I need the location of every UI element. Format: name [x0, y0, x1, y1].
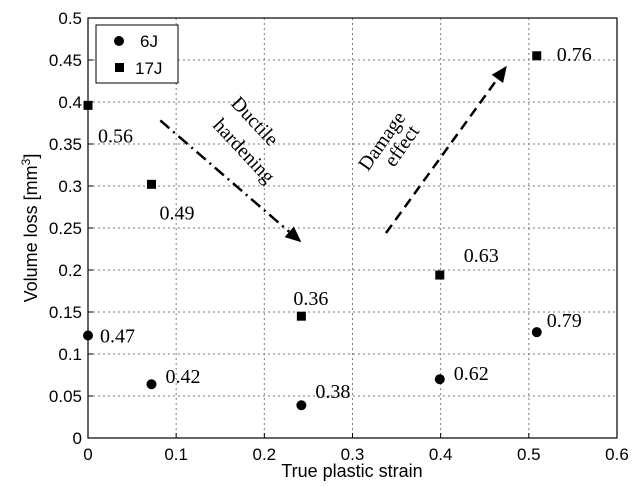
y-tick-label: 0.4	[58, 93, 82, 112]
data-label-6j: 0.79	[547, 310, 582, 332]
point-6j	[434, 374, 445, 385]
data-label-6j: 0.38	[315, 381, 350, 403]
point-17j	[435, 270, 445, 280]
y-tick-label: 0.25	[49, 219, 82, 238]
arrow-head-damage	[491, 65, 507, 83]
x-tick-label: 0	[83, 445, 92, 464]
point-17j	[146, 179, 156, 189]
y-axis-label-group: Volume loss [mm3]	[19, 154, 41, 303]
tick-labels: 0 0.1 0.2 0.3 0.4 0.5 0.6 0 0.05 0.1 0.15 0.2 0.25 0.…	[49, 9, 629, 464]
y-tick-label: 0.3	[58, 177, 82, 196]
y-tick-label: 0.2	[58, 261, 82, 280]
annotation-arrows	[159, 65, 507, 243]
y-axis-label: Volume loss [mm3]	[19, 154, 41, 303]
point-6j	[146, 379, 157, 390]
y-axis-label-sup: 3	[19, 158, 33, 165]
x-tick-label: 0.6	[605, 445, 629, 464]
legend-label-6j: 6J	[140, 32, 158, 51]
arrow-head-ductile	[284, 226, 302, 243]
plot-frame	[87, 17, 618, 439]
point-17j	[532, 51, 542, 61]
x-tick-label: 0.1	[164, 445, 188, 464]
arrow-shaft-ductile	[159, 119, 291, 233]
data-label-17j: 0.63	[464, 245, 499, 267]
legend-box	[95, 24, 179, 84]
legend-label-17j: 17J	[135, 59, 162, 78]
data-points	[83, 51, 542, 411]
legend-marker-6j	[114, 36, 124, 46]
point-6j	[296, 400, 307, 411]
x-tick-label: 0.4	[429, 445, 453, 464]
y-tick-label: 0.5	[58, 9, 82, 28]
y-tick-label: 0.1	[58, 345, 82, 364]
point-6j	[531, 327, 542, 338]
legend-marker-17j	[115, 63, 124, 72]
data-label-6j: 0.47	[100, 326, 135, 348]
x-axis-label: True plastic strain	[281, 461, 422, 481]
point-17j	[296, 311, 306, 321]
x-tick-label: 0.3	[341, 445, 365, 464]
y-tick-label: 0.35	[49, 135, 82, 154]
data-label-6j: 0.62	[454, 363, 489, 385]
y-tick-label: 0.05	[49, 387, 82, 406]
y-tick-label: 0.45	[49, 51, 82, 70]
data-label-17j: 0.49	[159, 202, 194, 224]
data-label-17j: 0.76	[557, 44, 592, 66]
y-tick-label: 0.15	[49, 303, 82, 322]
y-axis-label-suffix: ]	[21, 154, 41, 159]
y-tick-label: 0	[73, 429, 82, 448]
data-label-17j: 0.56	[98, 125, 133, 147]
y-axis-label-main: Volume loss [mm	[21, 165, 41, 302]
data-label-6j: 0.42	[165, 366, 200, 388]
data-label-17j: 0.36	[293, 288, 328, 310]
x-tick-label: 0.5	[517, 445, 541, 464]
legend: 6J 17J	[95, 24, 179, 84]
data-labels: 0.47 0.42 0.38 0.62 0.79 0.56 0.49 0.36 0.63 0.76	[98, 44, 592, 403]
x-tick-label: 0.2	[253, 445, 277, 464]
